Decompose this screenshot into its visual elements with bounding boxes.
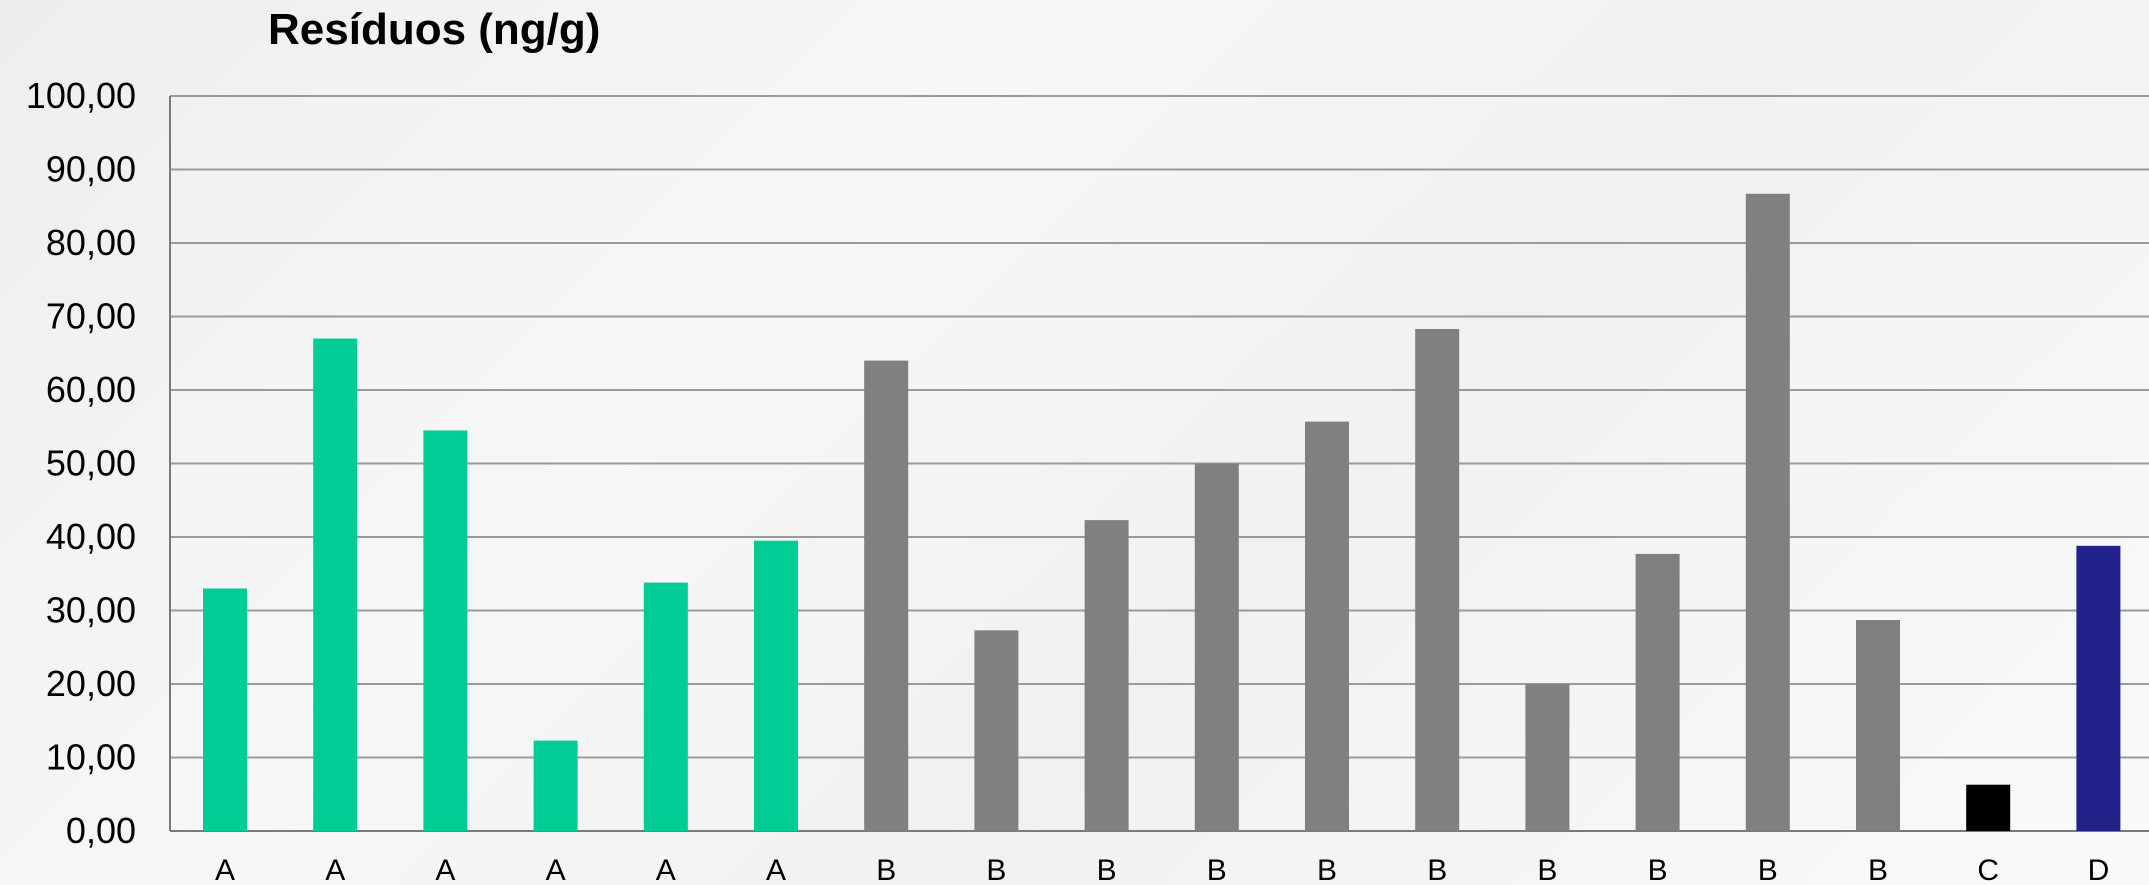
bar [1194, 463, 1239, 831]
y-tick-label: 30,00 [46, 590, 136, 631]
x-tick-label: B [1537, 854, 1557, 885]
x-tick-label: A [325, 854, 345, 885]
y-tick-label: 80,00 [46, 222, 136, 263]
bar [423, 430, 468, 831]
y-tick-label: 90,00 [46, 149, 136, 190]
x-tick-label: B [1207, 854, 1227, 885]
y-tick-label: 50,00 [46, 443, 136, 484]
x-tick-label: A [546, 854, 566, 885]
bar [1856, 620, 1900, 831]
bar [1966, 784, 2011, 831]
x-tick-label: B [1427, 854, 1447, 885]
bar [754, 540, 798, 831]
x-tick-label: B [1758, 854, 1778, 885]
x-tick-label: A [656, 854, 676, 885]
x-tick-label: A [215, 854, 235, 885]
bar [864, 360, 909, 831]
x-tick-label: B [1317, 854, 1337, 885]
y-axis-ticks: 0,00 10,00 20,00 30,00 40,00 50,00 60,00 70,00 8… [26, 75, 136, 851]
y-tick-label: 60,00 [46, 369, 136, 410]
bar [313, 338, 358, 831]
bar [203, 588, 247, 831]
gridlines [170, 95, 2149, 832]
bar [1415, 328, 1460, 831]
y-tick-label: 10,00 [46, 737, 136, 778]
bars [203, 193, 2121, 831]
x-tick-label: B [1648, 854, 1668, 885]
bar [1745, 193, 1790, 831]
x-tick-label: C [1977, 854, 1999, 885]
bar [643, 582, 688, 831]
y-tick-label: 20,00 [46, 663, 136, 704]
x-tick-label: B [986, 854, 1006, 885]
x-tick-label: A [766, 854, 786, 885]
bar [1525, 684, 1570, 831]
bar [2076, 545, 2121, 831]
bar [1635, 553, 1680, 831]
y-tick-label: 0,00 [66, 810, 136, 851]
chart-title: Resíduos (ng/g) [268, 5, 600, 54]
x-tick-label: B [1097, 854, 1117, 885]
y-tick-label: 70,00 [46, 296, 136, 337]
bar [533, 740, 578, 831]
x-tick-label: A [435, 854, 455, 885]
y-tick-label: 40,00 [46, 516, 136, 557]
bar [1084, 520, 1129, 831]
x-tick-label: B [1868, 854, 1888, 885]
bar [1305, 421, 1349, 831]
x-tick-label: B [876, 854, 896, 885]
bar [974, 630, 1019, 831]
y-tick-label: 100,00 [26, 75, 136, 116]
x-tick-label: D [2088, 854, 2110, 885]
